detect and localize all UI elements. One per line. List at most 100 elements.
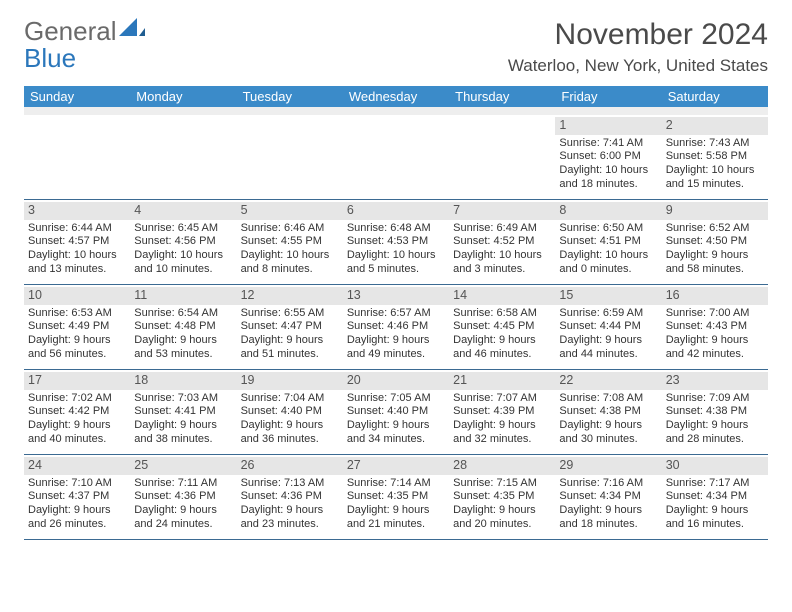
logo: General Blue <box>24 18 145 72</box>
day1-line: Daylight: 9 hours <box>666 334 764 348</box>
day-cell: 20Sunrise: 7:05 AMSunset: 4:40 PMDayligh… <box>343 370 449 454</box>
day-cell: 6Sunrise: 6:48 AMSunset: 4:53 PMDaylight… <box>343 200 449 284</box>
sunset-line: Sunset: 4:38 PM <box>666 405 764 419</box>
day1-line: Daylight: 9 hours <box>666 249 764 263</box>
day1-line: Daylight: 9 hours <box>666 419 764 433</box>
day-cell: 4 Sunrise: 6:45 AMSunset: 4:56 PMDaylight… <box>130 200 236 284</box>
sunset-line: Sunset: 4:40 PM <box>241 405 339 419</box>
day1-line: Daylight: 9 hours <box>453 419 551 433</box>
day-cell: 15Sunrise: 6:59 AMSunset: 4:44 PMDayligh… <box>555 285 661 369</box>
day-number: 8 <box>555 202 661 220</box>
day-cell: 21 Sunrise: 7:07 AMSunset: 4:39 PMDayligh… <box>449 370 555 454</box>
day1-line: Daylight: 9 hours <box>666 504 764 518</box>
day-number: 26 <box>237 457 343 475</box>
sunset-line: Sunset: 4:49 PM <box>28 320 126 334</box>
sunset-line: Sunset: 4:35 PM <box>453 490 551 504</box>
day1-line: Daylight: 9 hours <box>347 419 445 433</box>
day2-line: and 40 minutes. <box>28 433 126 447</box>
day1-line: Daylight: 9 hours <box>241 504 339 518</box>
week-row: 10Sunrise: 6:53 AMSunset: 4:49 PMDayligh… <box>24 285 768 370</box>
logo-text-block: General Blue <box>24 18 145 72</box>
day-number: 9 <box>662 202 768 220</box>
page-header: General Blue November 2024 Waterloo, New… <box>24 18 768 76</box>
sunrise-line: Sunrise: 6:49 AM <box>453 222 551 236</box>
day-cell: 22Sunrise: 7:08 AMSunset: 4:38 PMDayligh… <box>555 370 661 454</box>
day2-line: and 21 minutes. <box>347 518 445 532</box>
sunset-line: Sunset: 6:00 PM <box>559 150 657 164</box>
day-number: 7 <box>449 202 555 220</box>
day-cell: 27Sunrise: 7:14 AMSunset: 4:35 PMDayligh… <box>343 455 449 539</box>
day-number: 19 <box>237 372 343 390</box>
title-block: November 2024 Waterloo, New York, United… <box>508 18 768 76</box>
day2-line: and 23 minutes. <box>241 518 339 532</box>
day1-line: Daylight: 10 hours <box>666 164 764 178</box>
day-number: 23 <box>662 372 768 390</box>
day-number: 15 <box>555 287 661 305</box>
day-cell: 1Sunrise: 7:41 AMSunset: 6:00 PMDaylight… <box>555 115 661 199</box>
day2-line: and 0 minutes. <box>559 263 657 277</box>
sunset-line: Sunset: 4:36 PM <box>134 490 232 504</box>
sunrise-line: Sunrise: 7:17 AM <box>666 477 764 491</box>
day1-line: Daylight: 9 hours <box>28 504 126 518</box>
day-cell: 17Sunrise: 7:02 AMSunset: 4:42 PMDayligh… <box>24 370 130 454</box>
sunset-line: Sunset: 4:39 PM <box>453 405 551 419</box>
day1-line: Daylight: 9 hours <box>134 334 232 348</box>
weekday-header: Wednesday <box>343 86 449 107</box>
sunrise-line: Sunrise: 6:45 AM <box>134 222 232 236</box>
day-cell: 7Sunrise: 6:49 AMSunset: 4:52 PMDaylight… <box>449 200 555 284</box>
day2-line: and 10 minutes. <box>134 263 232 277</box>
day-number: 18 <box>130 372 236 390</box>
weekday-header: Friday <box>555 86 661 107</box>
sunrise-line: Sunrise: 7:15 AM <box>453 477 551 491</box>
sunset-line: Sunset: 4:34 PM <box>559 490 657 504</box>
day-number: 21 <box>449 372 555 390</box>
day-cell: 13Sunrise: 6:57 AMSunset: 4:46 PMDayligh… <box>343 285 449 369</box>
day1-line: Daylight: 9 hours <box>134 504 232 518</box>
sunrise-line: Sunrise: 7:09 AM <box>666 392 764 406</box>
day2-line: and 56 minutes. <box>28 348 126 362</box>
day1-line: Daylight: 10 hours <box>347 249 445 263</box>
day-cell: 10Sunrise: 6:53 AMSunset: 4:49 PMDayligh… <box>24 285 130 369</box>
day1-line: Daylight: 9 hours <box>347 504 445 518</box>
sunrise-line: Sunrise: 6:46 AM <box>241 222 339 236</box>
location-subtitle: Waterloo, New York, United States <box>508 56 768 76</box>
day1-line: Daylight: 9 hours <box>241 334 339 348</box>
day2-line: and 44 minutes. <box>559 348 657 362</box>
weekday-header-row: Sunday Monday Tuesday Wednesday Thursday… <box>24 86 768 107</box>
sunset-line: Sunset: 4:48 PM <box>134 320 232 334</box>
sunset-line: Sunset: 4:51 PM <box>559 235 657 249</box>
day2-line: and 18 minutes. <box>559 178 657 192</box>
day-cell: 3Sunrise: 6:44 AMSunset: 4:57 PMDaylight… <box>24 200 130 284</box>
day1-line: Daylight: 9 hours <box>559 334 657 348</box>
day2-line: and 15 minutes. <box>666 178 764 192</box>
day1-line: Daylight: 10 hours <box>134 249 232 263</box>
sunrise-line: Sunrise: 7:11 AM <box>134 477 232 491</box>
sunrise-line: Sunrise: 7:07 AM <box>453 392 551 406</box>
day-cell: 29Sunrise: 7:16 AMSunset: 4:34 PMDayligh… <box>555 455 661 539</box>
sunset-line: Sunset: 4:56 PM <box>134 235 232 249</box>
day2-line: and 38 minutes. <box>134 433 232 447</box>
day-cell: 28Sunrise: 7:15 AMSunset: 4:35 PMDayligh… <box>449 455 555 539</box>
day-number: 2 <box>662 117 768 135</box>
day-cell <box>130 115 236 199</box>
day-number: 4 <box>130 202 236 220</box>
day-cell: 18Sunrise: 7:03 AMSunset: 4:41 PMDayligh… <box>130 370 236 454</box>
day1-line: Daylight: 9 hours <box>559 504 657 518</box>
sunset-line: Sunset: 4:45 PM <box>453 320 551 334</box>
day-number: 13 <box>343 287 449 305</box>
sunrise-line: Sunrise: 7:00 AM <box>666 307 764 321</box>
day-cell <box>449 115 555 199</box>
logo-text-general: General <box>24 16 117 46</box>
day1-line: Daylight: 9 hours <box>134 419 232 433</box>
day2-line: and 16 minutes. <box>666 518 764 532</box>
sunrise-line: Sunrise: 6:48 AM <box>347 222 445 236</box>
weekday-header: Thursday <box>449 86 555 107</box>
day-cell: 23 Sunrise: 7:09 AMSunset: 4:38 PMDayligh… <box>662 370 768 454</box>
day-cell: 2Sunrise: 7:43 AMSunset: 5:58 PMDaylight… <box>662 115 768 199</box>
day-number: 10 <box>24 287 130 305</box>
sunrise-line: Sunrise: 7:10 AM <box>28 477 126 491</box>
day-cell <box>343 115 449 199</box>
day-number: 12 <box>237 287 343 305</box>
weekday-header: Monday <box>130 86 236 107</box>
weeks-container: 1Sunrise: 7:41 AMSunset: 6:00 PMDaylight… <box>24 115 768 540</box>
